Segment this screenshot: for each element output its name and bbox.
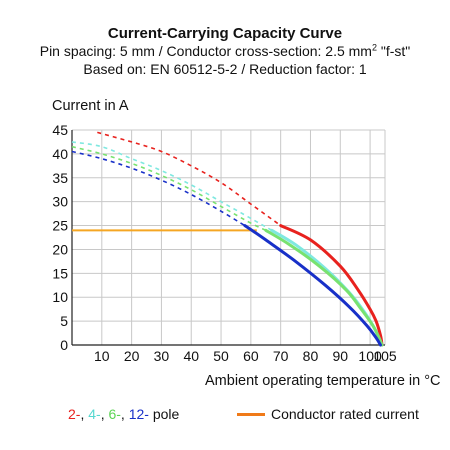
x-axis-label: Ambient operating temperature in °C <box>205 373 441 389</box>
y-tick-label: 30 <box>52 194 68 210</box>
y-tick-label: 25 <box>52 218 68 234</box>
x-tick-label: 100 <box>358 348 382 364</box>
series-6-pole-solid <box>264 228 384 347</box>
legend-poles: 2-, 4-, 6-, 12- pole <box>68 406 180 422</box>
y-tick-label: 10 <box>52 289 68 305</box>
series-4-pole-dashed <box>71 141 273 231</box>
chart-title: Current-Carrying Capacity Curve <box>107 25 343 42</box>
subtitle-superscript: 2 <box>371 42 377 53</box>
y-tick-label: 0 <box>60 337 68 353</box>
y-axis-label: Current in A <box>52 98 129 114</box>
x-tick-label: 60 <box>243 348 259 364</box>
chart-subtitle-2: Based on: EN 60512-5-2 / Reduction facto… <box>83 61 367 77</box>
series-2-pole-solid <box>279 224 384 347</box>
x-tick-label: 70 <box>273 348 289 364</box>
x-tick-label: 40 <box>183 348 199 364</box>
x-tick-label: 20 <box>124 348 140 364</box>
legend-pole-2: 2- <box>68 406 81 422</box>
y-tick-label: 40 <box>52 146 68 162</box>
legend-pole-4: 4- <box>88 406 101 422</box>
x-tick-label: 80 <box>303 348 319 364</box>
y-tick-label: 20 <box>52 241 68 257</box>
series-2-pole-dashed <box>97 131 282 227</box>
rated-current-swatch <box>237 412 265 416</box>
legend-rated-current: Conductor rated current <box>237 406 419 422</box>
legend-pole-12: 12- <box>128 406 149 422</box>
y-tick-label: 15 <box>52 265 68 281</box>
chart-subtitle: Pin spacing: 5 mm / Conductor cross-sect… <box>0 43 450 59</box>
x-tick-label: 30 <box>154 348 170 364</box>
x-tick-label: 105 <box>373 348 397 364</box>
x-tick-label: 50 <box>213 348 229 364</box>
y-tick-label: 45 <box>52 122 68 138</box>
y-tick-label: 5 <box>60 313 68 329</box>
legend-pole-suffix: pole <box>148 406 180 422</box>
series-6-pole-dashed <box>71 145 267 232</box>
x-tick-label: 90 <box>332 348 348 364</box>
y-tick-label: 35 <box>52 170 68 186</box>
subtitle-prefix: Pin spacing: 5 mm / Conductor cross-sect… <box>39 43 372 59</box>
series-12-pole-dashed <box>71 150 246 227</box>
rated-current-label: Conductor rated current <box>271 406 419 422</box>
x-tick-label: 10 <box>94 348 110 364</box>
subtitle-suffix: "f-st" <box>376 43 411 59</box>
series-12-pole-solid <box>243 224 382 347</box>
legend-pole-6: 6- <box>108 406 121 422</box>
